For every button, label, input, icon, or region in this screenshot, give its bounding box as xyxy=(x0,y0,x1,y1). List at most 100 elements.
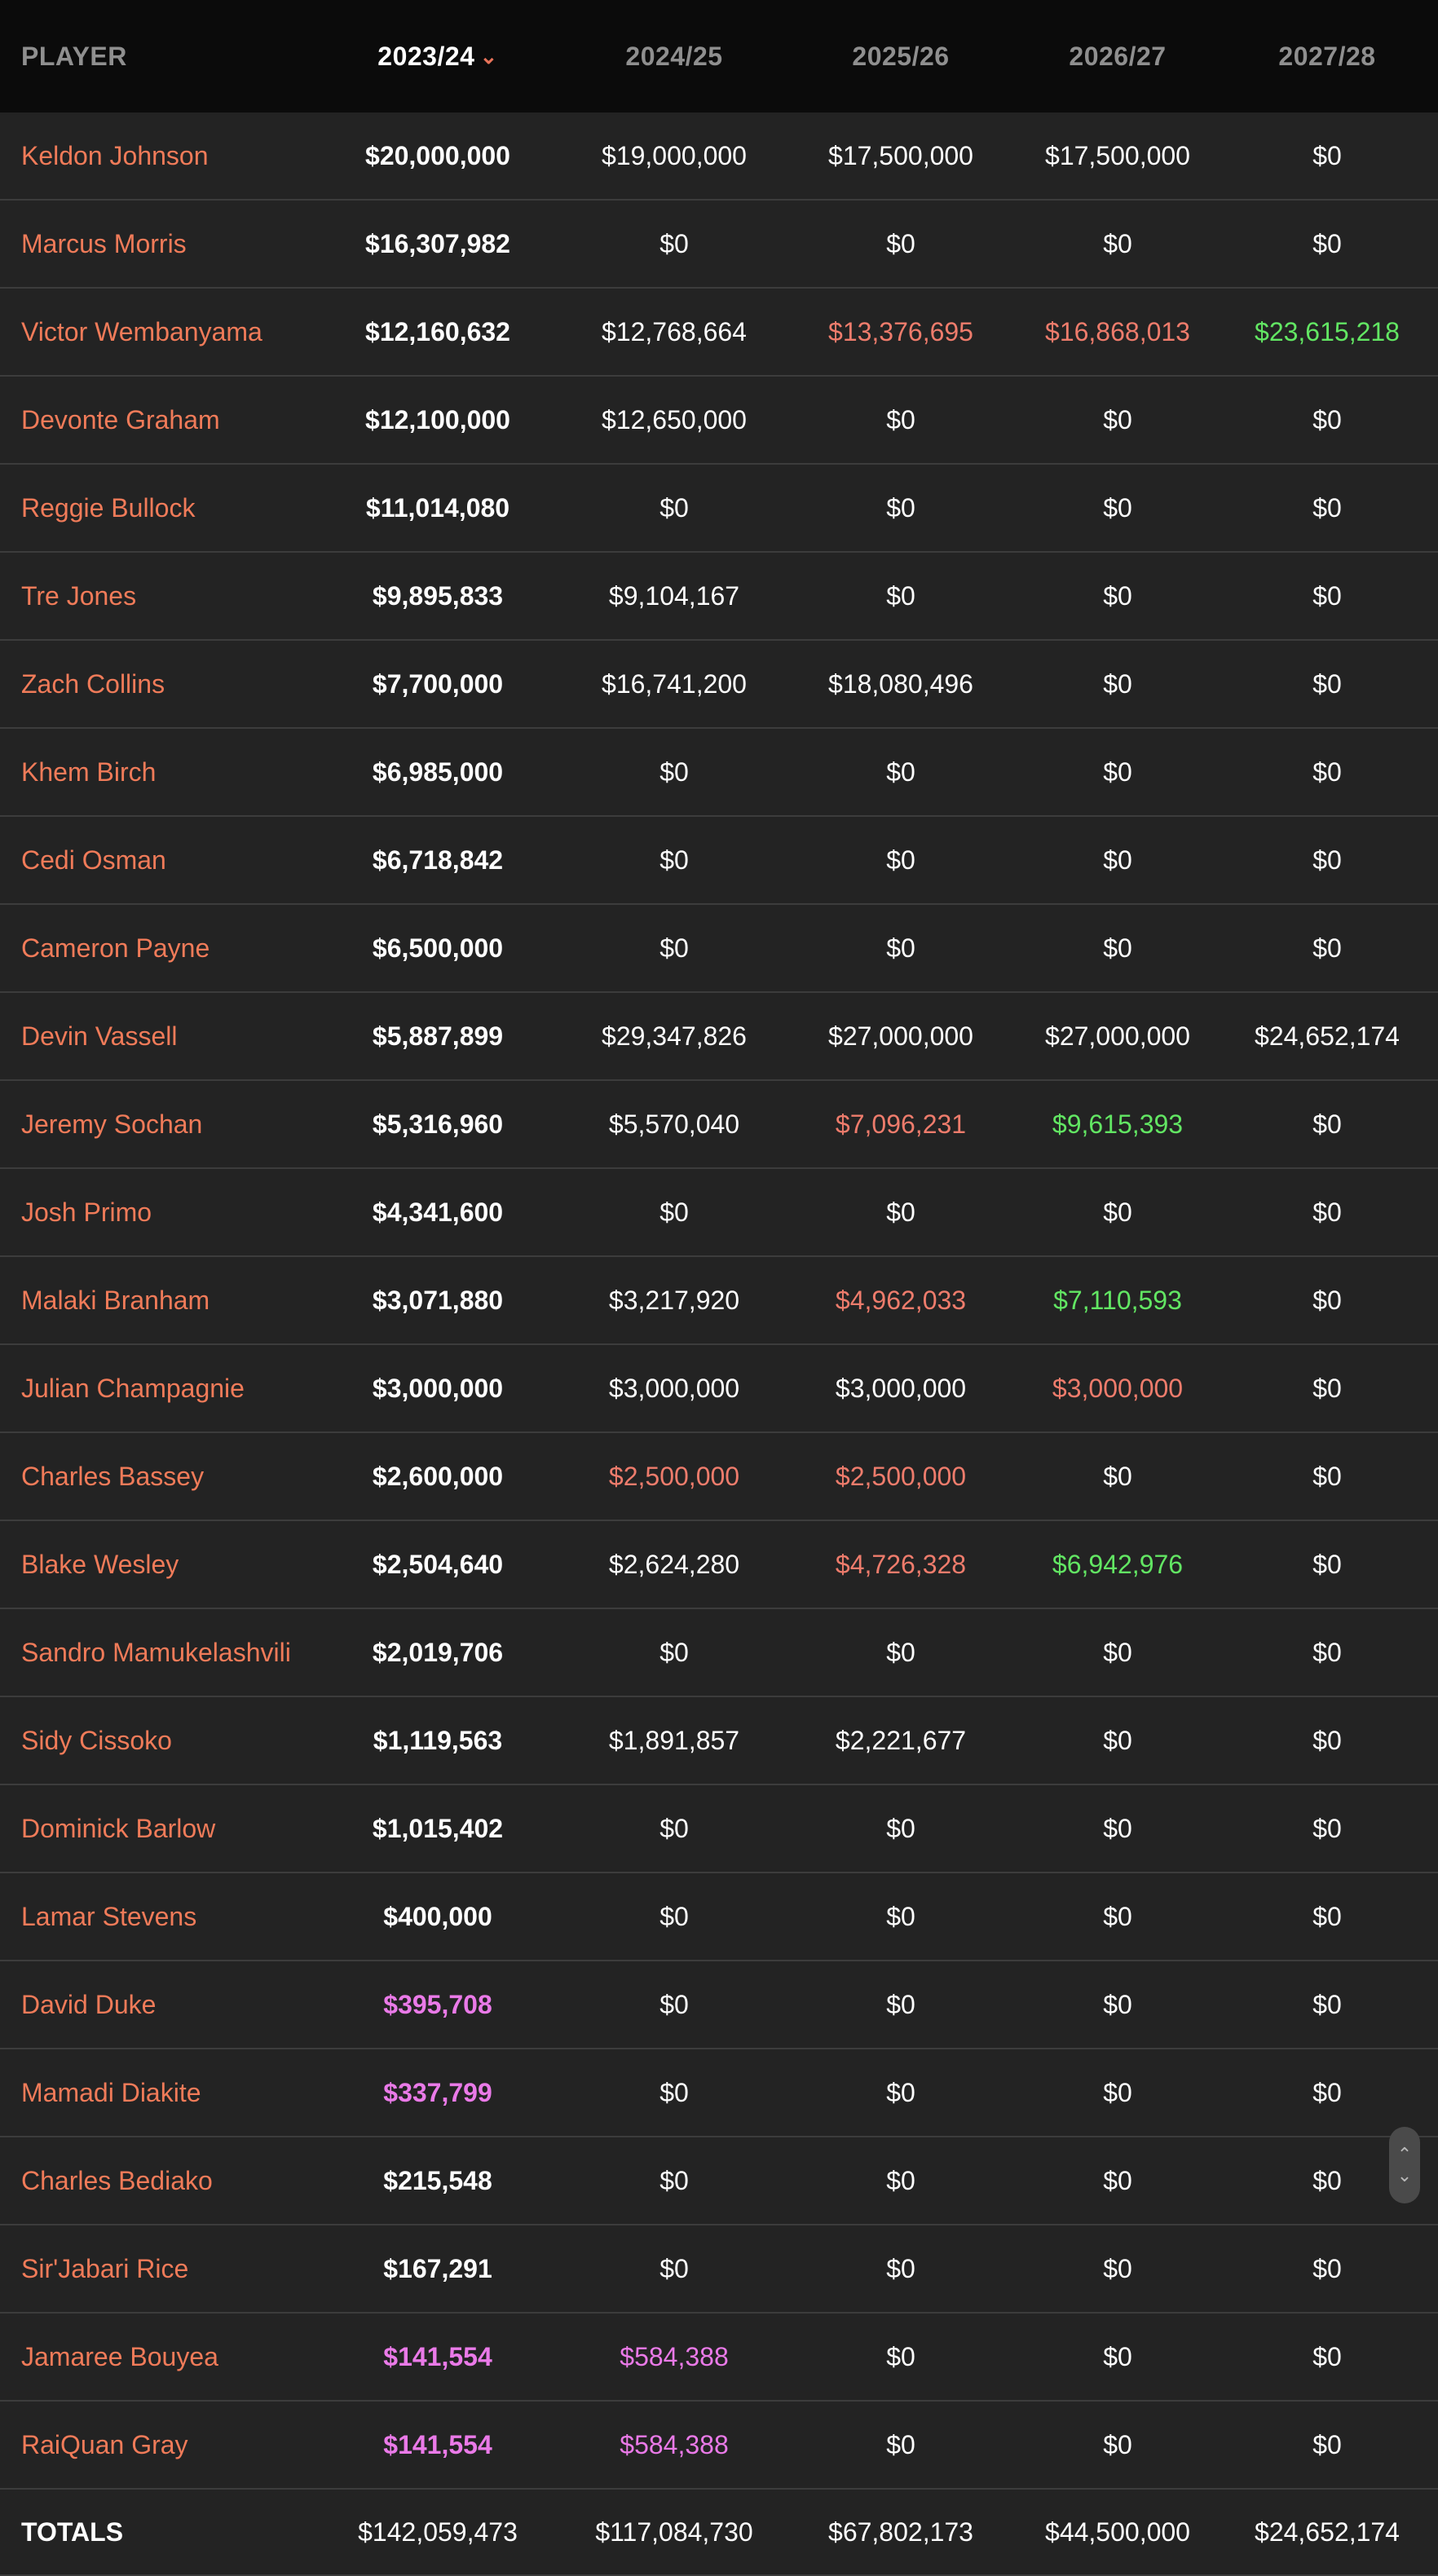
player-name-link[interactable]: Cameron Payne xyxy=(0,904,310,993)
player-name-link[interactable]: Devonte Graham xyxy=(0,376,310,465)
salary-cell-2027-28: $0 xyxy=(1216,640,1438,729)
table-row: Victor Wembanyama $12,160,632 $12,768,664 $… xyxy=(0,288,1438,377)
salary-cell-2027-28: $0 xyxy=(1216,1256,1438,1345)
column-header-2027-28[interactable]: 2027/28 xyxy=(1216,0,1438,112)
salary-cell-2026-27: $16,868,013 xyxy=(1019,288,1216,377)
salary-cell-2026-27: $0 xyxy=(1019,2313,1216,2402)
salary-cell-2024-25: $0 xyxy=(566,1784,783,1873)
player-name-link[interactable]: Lamar Stevens xyxy=(0,1872,310,1961)
salary-cell-2023-24: $2,600,000 xyxy=(310,1432,566,1521)
salary-cell-2026-27: $0 xyxy=(1019,1432,1216,1521)
salary-cell-2024-25: $584,388 xyxy=(566,2401,783,2490)
salary-cell-2023-24: $6,985,000 xyxy=(310,728,566,817)
player-name-link[interactable]: Mamadi Diakite xyxy=(0,2049,310,2137)
player-name-link[interactable]: Sandro Mamukelashvili xyxy=(0,1608,310,1697)
player-name-link[interactable]: Khem Birch xyxy=(0,728,310,817)
player-name-link[interactable]: Julian Champagnie xyxy=(0,1344,310,1433)
player-name-link[interactable]: Keldon Johnson xyxy=(0,112,310,201)
salary-cell-2026-27: $3,000,000 xyxy=(1019,1344,1216,1433)
column-header-2026-27[interactable]: 2026/27 xyxy=(1019,0,1216,112)
player-name-link[interactable]: Victor Wembanyama xyxy=(0,288,310,377)
salary-cell-2023-24: $141,554 xyxy=(310,2313,566,2402)
salary-cell-2023-24: $5,887,899 xyxy=(310,992,566,1081)
player-name-link[interactable]: Josh Primo xyxy=(0,1168,310,1257)
salary-cell-2025-26: $0 xyxy=(783,1784,1019,1873)
column-header-player[interactable]: PLAYER xyxy=(0,0,310,112)
table-row: Malaki Branham $3,071,880 $3,217,920 $4,962… xyxy=(0,1256,1438,1345)
salary-cell-2024-25: $0 xyxy=(566,2049,783,2137)
salary-cell-2023-24: $20,000,000 xyxy=(310,112,566,201)
table-row: Marcus Morris $16,307,982 $0 $0 $0 $0 xyxy=(0,200,1438,289)
player-name-link[interactable]: RaiQuan Gray xyxy=(0,2401,310,2490)
player-name-link[interactable]: David Duke xyxy=(0,1961,310,2049)
salary-cell-2026-27: $0 xyxy=(1019,728,1216,817)
salary-cell-2024-25: $0 xyxy=(566,1961,783,2049)
player-name-link[interactable]: Tre Jones xyxy=(0,552,310,641)
salary-cell-2023-24: $3,000,000 xyxy=(310,1344,566,1433)
salary-cell-2025-26: $17,500,000 xyxy=(783,112,1019,201)
salary-cell-2023-24: $400,000 xyxy=(310,1872,566,1961)
salary-cell-2027-28: $0 xyxy=(1216,1432,1438,1521)
chevron-up-icon[interactable]: ⌃ xyxy=(1396,2144,1413,2164)
player-name-link[interactable]: Sidy Cissoko xyxy=(0,1696,310,1785)
salary-cell-2027-28: $0 xyxy=(1216,1168,1438,1257)
salary-cell-2024-25: $0 xyxy=(566,1872,783,1961)
salary-cell-2026-27: $0 xyxy=(1019,1784,1216,1873)
salary-cell-2027-28: $0 xyxy=(1216,200,1438,289)
scroll-control[interactable]: ⌃ ⌄ xyxy=(1389,2127,1420,2203)
totals-value-2026-27: $44,500,000 xyxy=(1019,2489,1216,2576)
salary-cell-2025-26: $2,221,677 xyxy=(783,1696,1019,1785)
salary-cell-2025-26: $0 xyxy=(783,1168,1019,1257)
salary-cell-2026-27: $9,615,393 xyxy=(1019,1080,1216,1169)
player-name-link[interactable]: Sir'Jabari Rice xyxy=(0,2225,310,2314)
column-header-2025-26[interactable]: 2025/26 xyxy=(783,0,1019,112)
salary-cell-2025-26: $27,000,000 xyxy=(783,992,1019,1081)
player-name-link[interactable]: Charles Bediako xyxy=(0,2137,310,2225)
salary-cell-2026-27: $0 xyxy=(1019,1872,1216,1961)
player-name-link[interactable]: Dominick Barlow xyxy=(0,1784,310,1873)
column-header-2023-24[interactable]: 2023/24 ⌄ xyxy=(310,0,566,112)
salary-cell-2026-27: $0 xyxy=(1019,904,1216,993)
column-header-2024-25[interactable]: 2024/25 xyxy=(566,0,783,112)
table-row: Tre Jones $9,895,833 $9,104,167 $0 $0 $0 xyxy=(0,552,1438,641)
salary-cell-2024-25: $0 xyxy=(566,728,783,817)
player-name-link[interactable]: Jeremy Sochan xyxy=(0,1080,310,1169)
chevron-down-icon[interactable]: ⌄ xyxy=(1396,2165,1413,2186)
salary-cell-2024-25: $0 xyxy=(566,464,783,553)
salary-cell-2024-25: $16,741,200 xyxy=(566,640,783,729)
salary-cell-2023-24: $395,708 xyxy=(310,1961,566,2049)
salary-cell-2024-25: $19,000,000 xyxy=(566,112,783,201)
salary-cell-2025-26: $0 xyxy=(783,816,1019,905)
player-name-link[interactable]: Devin Vassell xyxy=(0,992,310,1081)
player-name-link[interactable]: Blake Wesley xyxy=(0,1520,310,1609)
table-row: Khem Birch $6,985,000 $0 $0 $0 $0 xyxy=(0,728,1438,817)
player-name-link[interactable]: Jamaree Bouyea xyxy=(0,2313,310,2402)
player-name-link[interactable]: Charles Bassey xyxy=(0,1432,310,1521)
salary-cell-2024-25: $2,624,280 xyxy=(566,1520,783,1609)
chevron-down-icon: ⌄ xyxy=(479,43,498,68)
table-row: Cameron Payne $6,500,000 $0 $0 $0 $0 xyxy=(0,904,1438,993)
salary-cell-2023-24: $11,014,080 xyxy=(310,464,566,553)
player-name-link[interactable]: Malaki Branham xyxy=(0,1256,310,1345)
salary-cell-2027-28: $0 xyxy=(1216,1608,1438,1697)
salary-cell-2026-27: $0 xyxy=(1019,2401,1216,2490)
player-name-link[interactable]: Marcus Morris xyxy=(0,200,310,289)
player-name-link[interactable]: Zach Collins xyxy=(0,640,310,729)
salary-cell-2023-24: $2,504,640 xyxy=(310,1520,566,1609)
salary-cell-2025-26: $18,080,496 xyxy=(783,640,1019,729)
table-row: Sir'Jabari Rice $167,291 $0 $0 $0 $0 xyxy=(0,2225,1438,2314)
salary-cell-2025-26: $2,500,000 xyxy=(783,1432,1019,1521)
salary-cell-2024-25: $0 xyxy=(566,2137,783,2225)
salary-cell-2026-27: $27,000,000 xyxy=(1019,992,1216,1081)
salary-cell-2025-26: $3,000,000 xyxy=(783,1344,1019,1433)
player-name-link[interactable]: Reggie Bullock xyxy=(0,464,310,553)
salary-cell-2027-28: $0 xyxy=(1216,2313,1438,2402)
salary-cell-2023-24: $337,799 xyxy=(310,2049,566,2137)
player-name-link[interactable]: Cedi Osman xyxy=(0,816,310,905)
salary-cell-2025-26: $0 xyxy=(783,1608,1019,1697)
salary-cell-2023-24: $9,895,833 xyxy=(310,552,566,641)
salary-cell-2024-25: $0 xyxy=(566,1608,783,1697)
salary-cell-2025-26: $7,096,231 xyxy=(783,1080,1019,1169)
salary-cell-2025-26: $0 xyxy=(783,1961,1019,2049)
